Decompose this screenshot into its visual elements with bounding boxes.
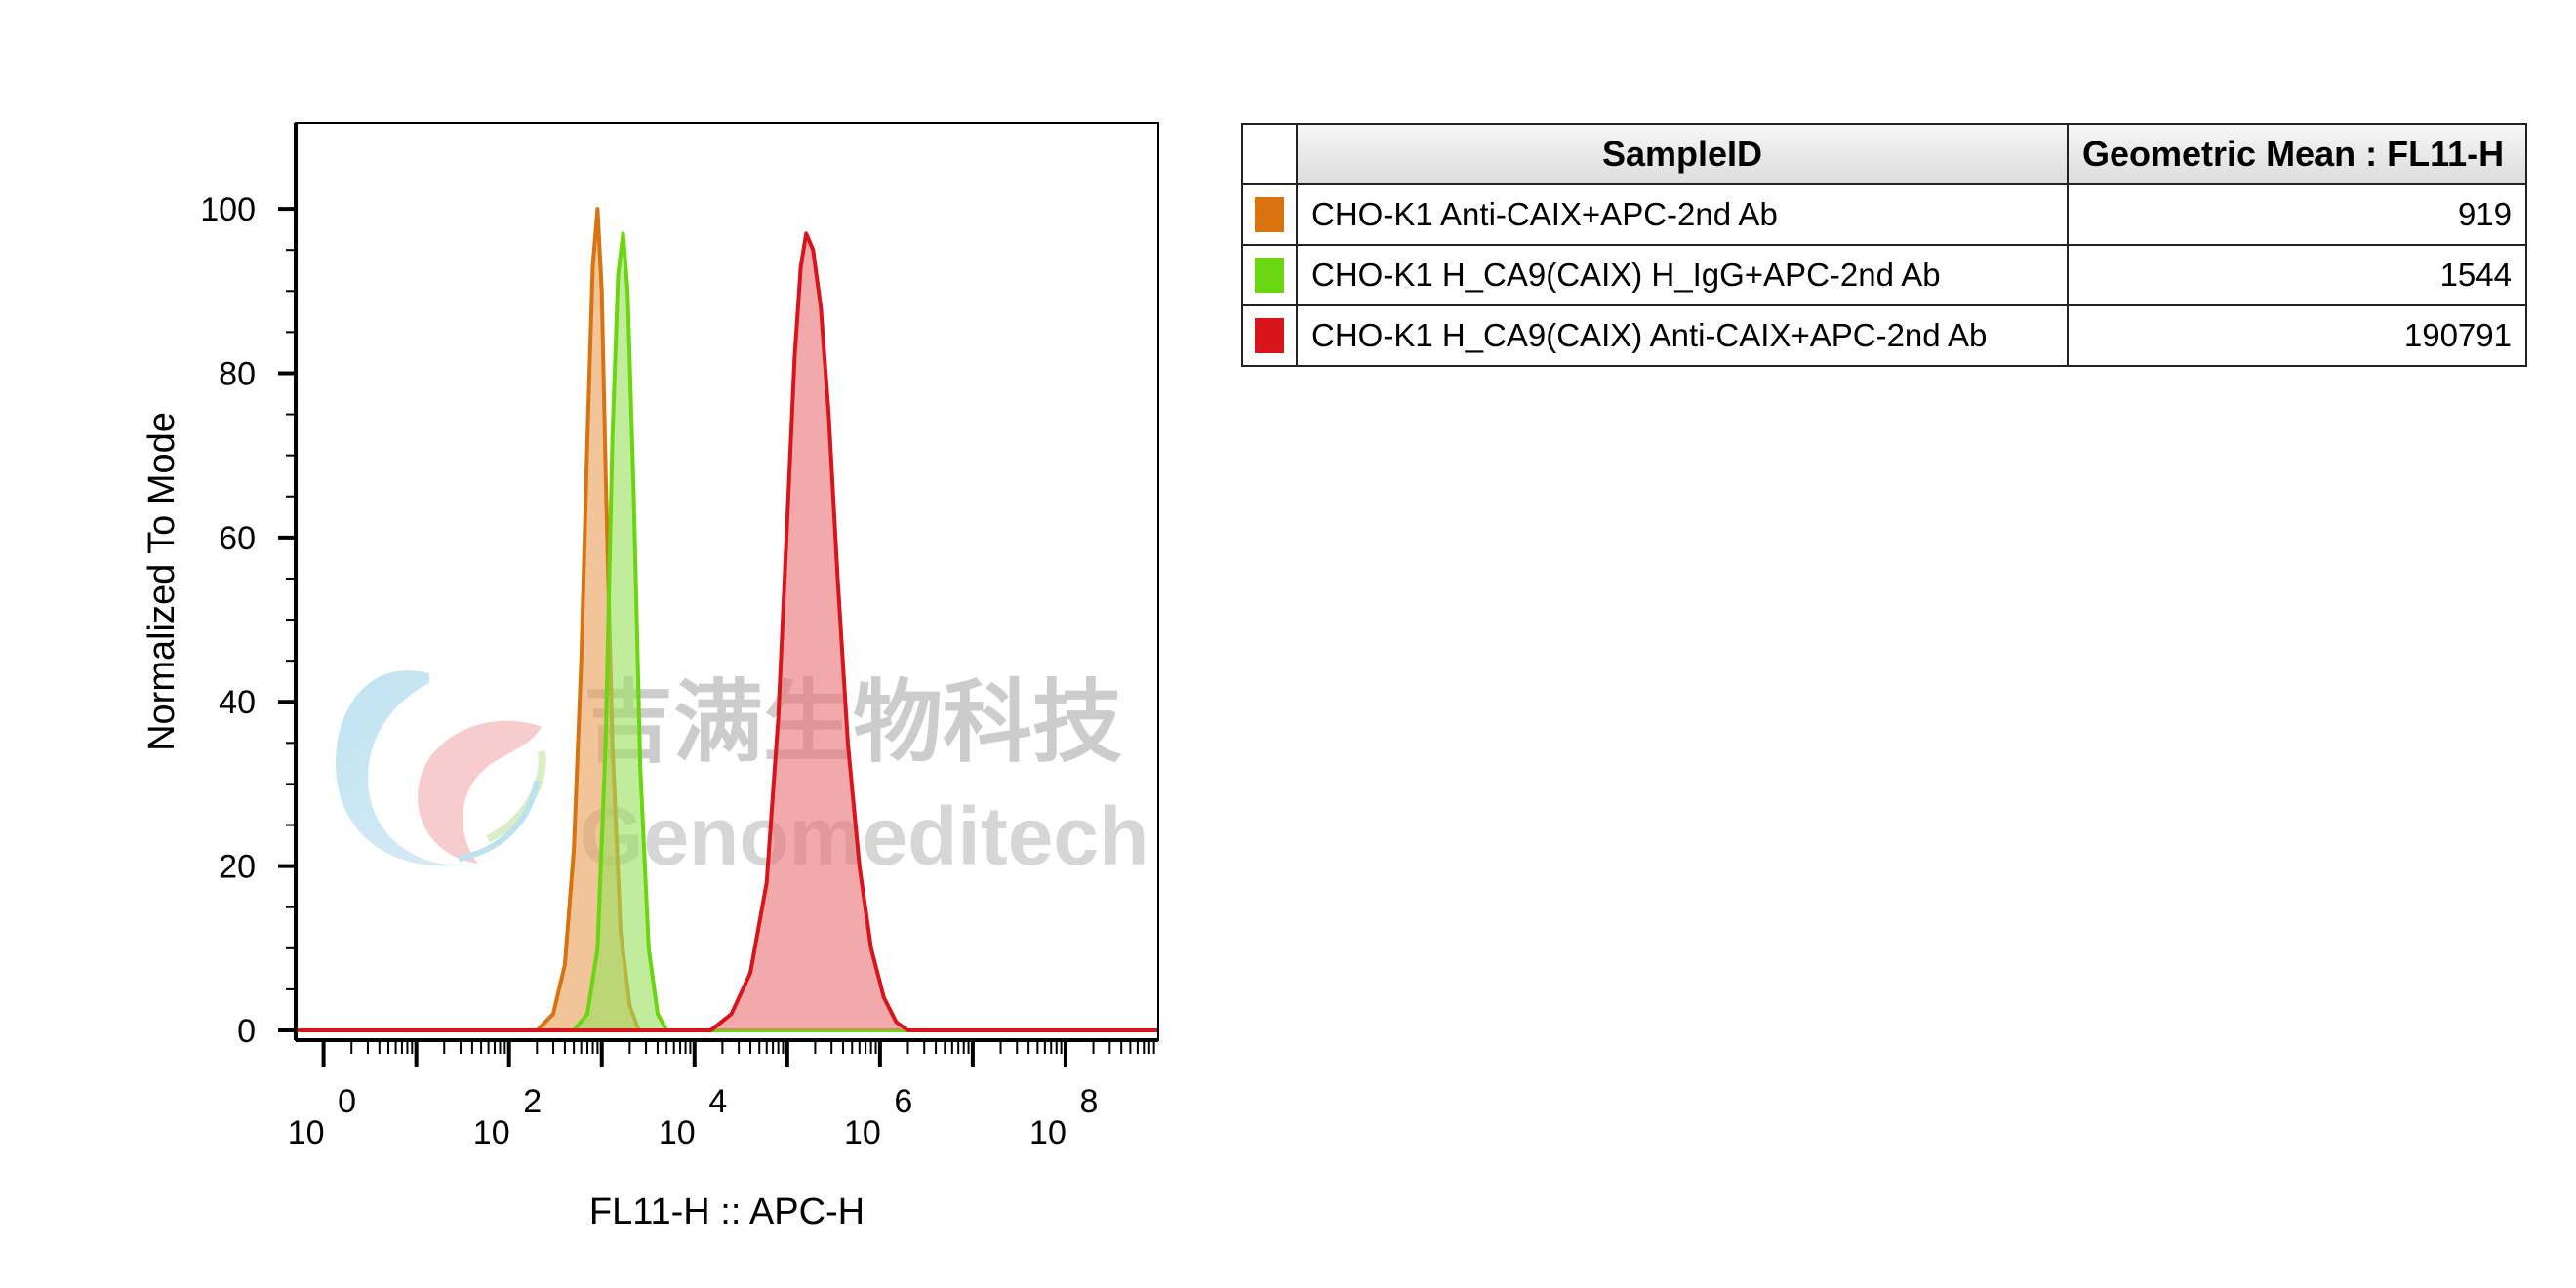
genomeditech-logo [336, 670, 546, 866]
x-axis-ticks: 10 0 10 2 10 4 10 6 10 8 [288, 1040, 1155, 1151]
y-tick-label: 0 [237, 1013, 256, 1050]
y-axis-ticks: 0 20 40 60 80 100 [200, 191, 296, 1050]
legend-table: SampleID Geometric Mean : FL11-H CHO-K1 … [1241, 123, 2527, 367]
x-tick-label: 10 [473, 1114, 510, 1151]
y-tick-label: 80 [219, 355, 256, 392]
legend-header-swatch [1241, 123, 1298, 185]
y-tick-label: 40 [219, 684, 256, 721]
series-line-2 [296, 231, 1158, 1032]
x-tick-label: 10 [288, 1114, 325, 1151]
legend-header-sample: SampleID [1296, 123, 2069, 185]
legend-swatch-cell [1241, 244, 1298, 306]
series-line-3 [296, 231, 1158, 1032]
x-tick-exponent: 4 [708, 1083, 727, 1120]
legend-swatch [1255, 258, 1284, 293]
legend-swatch [1255, 318, 1284, 353]
watermark-en: Genomeditech [580, 790, 1148, 882]
series-layer [296, 207, 1158, 1032]
x-tick-label: 10 [1029, 1114, 1067, 1151]
series-area-3 [710, 233, 908, 1030]
y-tick-label: 20 [219, 849, 256, 886]
legend-row: CHO-K1 Anti-CAIX+APC-2nd Ab 919 [1241, 183, 2527, 246]
y-tick-label: 100 [200, 191, 256, 228]
legend-row: CHO-K1 H_CA9(CAIX) Anti-CAIX+APC-2nd Ab 1… [1241, 304, 2527, 367]
x-tick-label: 10 [844, 1114, 881, 1151]
y-tick-label: 60 [219, 520, 256, 557]
legend-header-value: Geometric Mean : FL11-H [2067, 123, 2527, 185]
legend-geometric-mean: 919 [2067, 183, 2527, 246]
legend-geometric-mean: 1544 [2067, 244, 2527, 306]
legend-swatch [1255, 197, 1284, 232]
y-axis-title: Normalized To Mode [141, 412, 182, 751]
legend-swatch-cell [1241, 304, 1298, 367]
legend-sample-id: CHO-K1 Anti-CAIX+APC-2nd Ab [1296, 183, 2069, 246]
x-tick-exponent: 8 [1079, 1083, 1098, 1120]
series-line-1 [296, 207, 1158, 1032]
plot-frame [295, 122, 1159, 1041]
legend-sample-id: CHO-K1 H_CA9(CAIX) H_IgG+APC-2nd Ab [1296, 244, 2069, 306]
legend-geometric-mean: 190791 [2067, 304, 2527, 367]
x-axis-title: FL11-H :: APC-H [589, 1191, 865, 1232]
x-tick-exponent: 6 [894, 1083, 912, 1120]
x-tick-exponent: 2 [523, 1083, 542, 1120]
watermark: 吉满生物科技 Genomeditech [336, 670, 1148, 882]
legend-row: CHO-K1 H_CA9(CAIX) H_IgG+APC-2nd Ab 1544 [1241, 244, 2527, 306]
legend-header-row: SampleID Geometric Mean : FL11-H [1241, 123, 2527, 185]
x-tick-label: 10 [659, 1114, 696, 1151]
series-area-2 [574, 233, 667, 1030]
legend-sample-id: CHO-K1 H_CA9(CAIX) Anti-CAIX+APC-2nd Ab [1296, 304, 2069, 367]
watermark-cn: 吉满生物科技 [584, 670, 1122, 775]
x-tick-exponent: 0 [338, 1083, 356, 1120]
legend-swatch-cell [1241, 183, 1298, 246]
legend-body: CHO-K1 Anti-CAIX+APC-2nd Ab 919 CHO-K1 H_C… [1241, 183, 2527, 367]
